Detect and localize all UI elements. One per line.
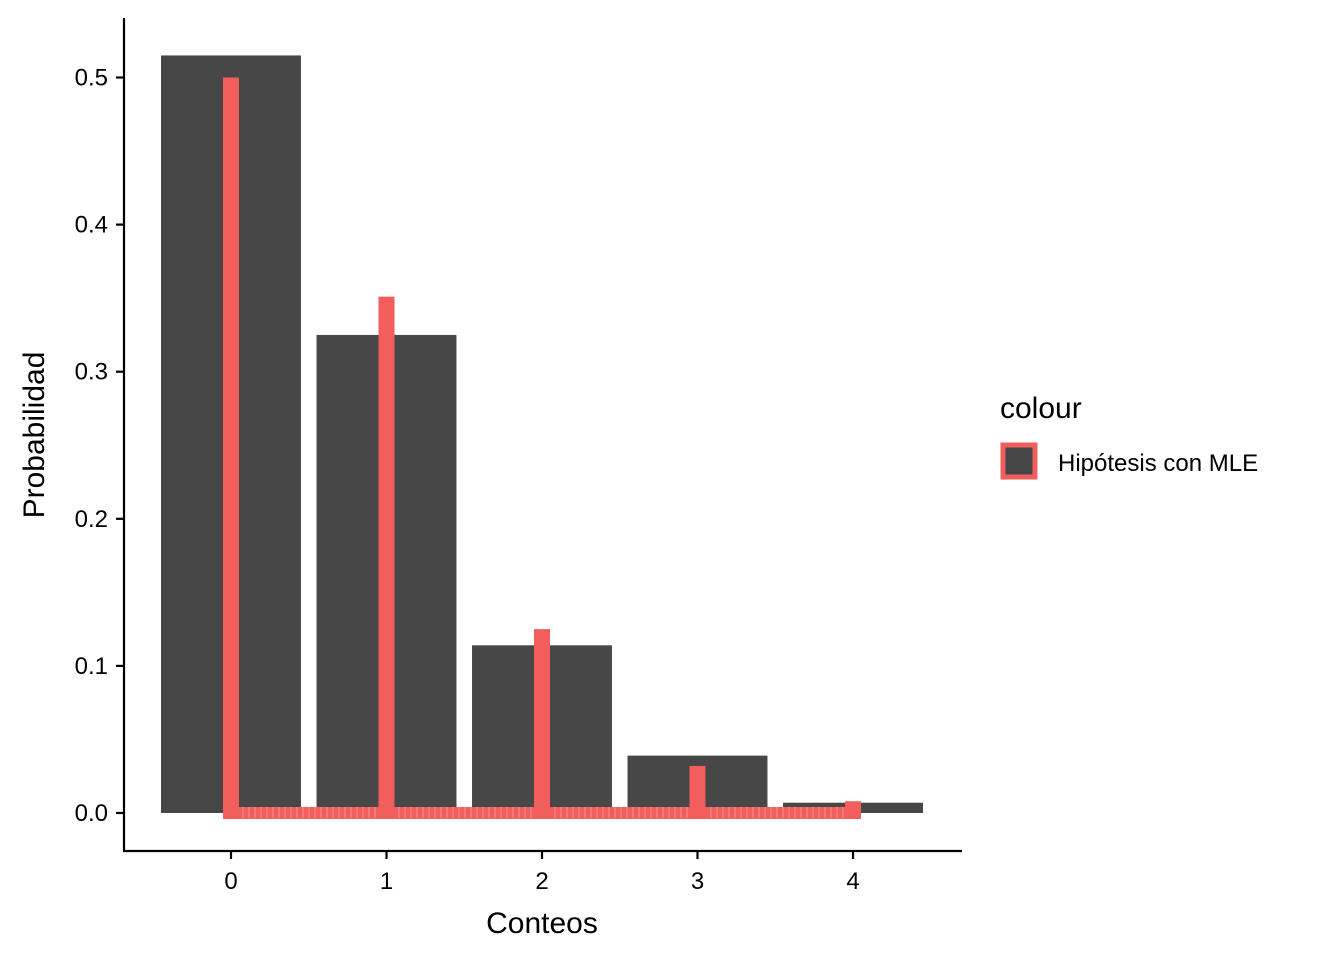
y-tick-label: 0.1 [75, 653, 108, 680]
x-axis-ticks: 0 1 2 3 4 [224, 851, 860, 895]
spike-2 [534, 629, 550, 819]
x-tick-label: 1 [380, 868, 393, 895]
legend-title: colour [1000, 392, 1082, 425]
x-tick-label: 0 [224, 868, 237, 895]
y-tick-label: 0.4 [75, 212, 108, 239]
spike-0 [223, 77, 239, 819]
hypothesis-spikes [223, 77, 861, 820]
legend-key-hypothesis [1000, 442, 1038, 480]
y-tick-label: 0.5 [75, 65, 108, 92]
y-axis-title: Probabilidad [18, 352, 51, 519]
y-tick-label: 0.0 [75, 800, 108, 827]
x-tick-label: 4 [846, 868, 859, 895]
legend: colour Hipótesis con MLE [1000, 392, 1258, 480]
legend-label-hypothesis: Hipótesis con MLE [1058, 450, 1258, 477]
x-axis-title: Conteos [486, 907, 598, 940]
y-tick-label: 0.2 [75, 506, 108, 533]
spike-4 [845, 801, 861, 819]
spike-3 [689, 765, 706, 819]
y-axis-ticks: 0.0 0.1 0.2 0.3 0.4 0.5 [75, 65, 124, 827]
y-tick-label: 0.3 [75, 359, 108, 386]
x-tick-label: 2 [535, 868, 548, 895]
spike-1 [378, 296, 395, 820]
x-tick-label: 3 [691, 868, 704, 895]
